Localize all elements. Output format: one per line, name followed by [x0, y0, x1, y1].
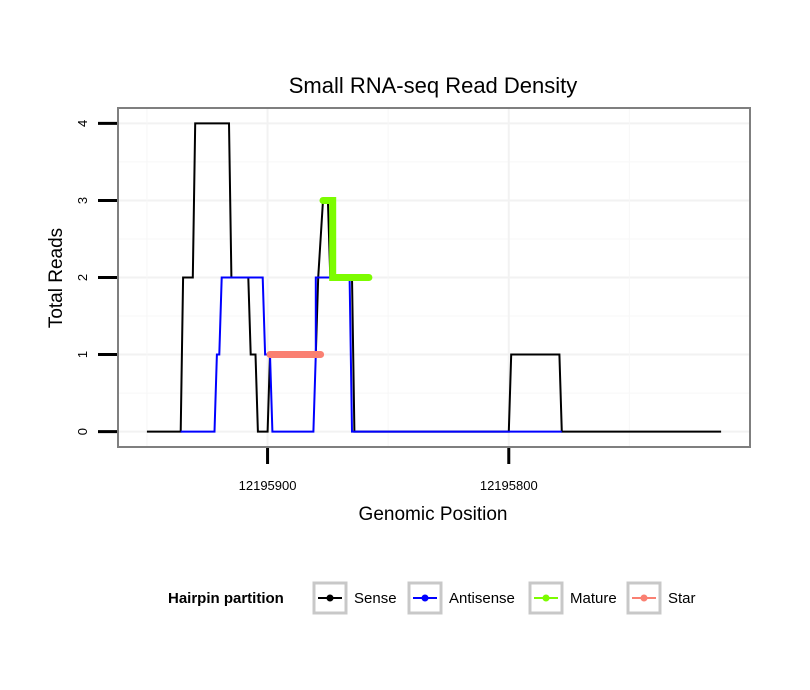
y-tick-label: 0	[75, 428, 90, 435]
y-tick-label: 2	[75, 274, 90, 281]
series-line-antisense	[180, 276, 562, 433]
x-tick-label: 12195900	[239, 478, 297, 493]
series-layer	[146, 122, 722, 433]
series-line-mature	[319, 197, 373, 281]
legend-key-dot	[640, 594, 648, 602]
x-axis-title: Genomic Position	[359, 504, 508, 525]
plot-border	[117, 107, 751, 448]
legend-label-mature: Mature	[570, 590, 617, 607]
x-tick-label: 12195800	[480, 478, 538, 493]
y-axis-title: Total Reads	[46, 228, 67, 328]
legend-label-sense: Sense	[354, 590, 397, 607]
legend-key-dot	[421, 594, 429, 602]
legend-title: Hairpin partition	[168, 590, 284, 607]
legend-label-antisense: Antisense	[449, 590, 515, 607]
axis-ticks: 0 1 2 3 4 12195900 12195800	[75, 120, 538, 493]
legend-key-dot	[326, 594, 334, 602]
chart-title: Small RNA-seq Read Density	[289, 73, 578, 98]
legend: Hairpin partition Sense Antisense Mature Sta…	[168, 581, 696, 615]
legend-key-dot	[542, 594, 550, 602]
y-tick-label: 3	[75, 197, 90, 204]
y-tick-label: 1	[75, 351, 90, 358]
legend-label-star: Star	[668, 590, 696, 607]
y-tick-label: 4	[75, 120, 90, 127]
